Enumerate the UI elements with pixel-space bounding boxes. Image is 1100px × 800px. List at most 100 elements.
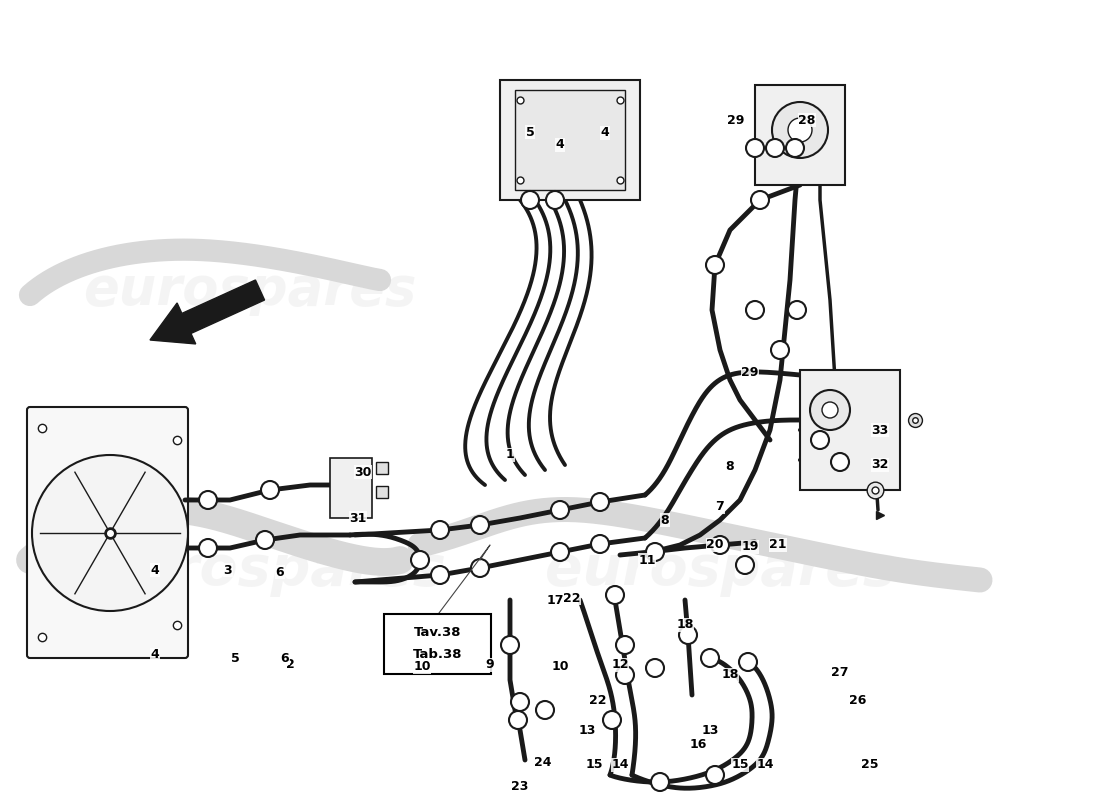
Text: 29: 29 [741, 366, 759, 378]
FancyBboxPatch shape [28, 407, 188, 658]
Text: eurospares: eurospares [544, 543, 895, 597]
Circle shape [199, 491, 217, 509]
Text: 16: 16 [690, 738, 706, 751]
Text: 4: 4 [151, 563, 160, 577]
Text: 6: 6 [280, 651, 289, 665]
Bar [800, 370, 900, 490]
Text: 20: 20 [706, 538, 724, 551]
Text: 4: 4 [151, 649, 160, 662]
Text: 24: 24 [535, 755, 552, 769]
Text: Tab.38: Tab.38 [412, 649, 462, 662]
Text: 1: 1 [506, 449, 515, 462]
Circle shape [706, 766, 724, 784]
Circle shape [830, 453, 849, 471]
Bar [755, 85, 845, 185]
Circle shape [679, 626, 697, 644]
Circle shape [766, 139, 784, 157]
Circle shape [811, 431, 829, 449]
Text: 7: 7 [716, 501, 725, 514]
Text: 15: 15 [585, 758, 603, 771]
Circle shape [509, 711, 527, 729]
Circle shape [546, 191, 564, 209]
Circle shape [411, 551, 429, 569]
Circle shape [616, 666, 634, 684]
Text: 10: 10 [551, 661, 569, 674]
Circle shape [521, 191, 539, 209]
Bar [515, 90, 625, 190]
Circle shape [32, 455, 188, 611]
Text: 13: 13 [702, 723, 718, 737]
Text: 9: 9 [486, 658, 494, 671]
Text: 3: 3 [223, 563, 232, 577]
Text: 14: 14 [757, 758, 773, 771]
Text: 8: 8 [661, 514, 669, 526]
Text: 8: 8 [726, 461, 735, 474]
Circle shape [788, 301, 806, 319]
Text: 31: 31 [350, 511, 366, 525]
Text: 32: 32 [871, 458, 889, 471]
Text: 13: 13 [579, 723, 596, 737]
Circle shape [822, 402, 838, 418]
Circle shape [746, 139, 764, 157]
Circle shape [536, 701, 554, 719]
Circle shape [606, 586, 624, 604]
Text: 22: 22 [590, 694, 607, 706]
Text: 4: 4 [601, 126, 609, 139]
FancyArrow shape [150, 280, 265, 344]
Text: 10: 10 [414, 661, 431, 674]
Text: 28: 28 [799, 114, 816, 126]
Circle shape [739, 653, 757, 671]
Circle shape [471, 516, 490, 534]
Text: 15: 15 [732, 758, 749, 771]
Text: 5: 5 [231, 651, 240, 665]
Circle shape [500, 636, 519, 654]
Circle shape [261, 481, 279, 499]
Circle shape [431, 521, 449, 539]
Circle shape [256, 531, 274, 549]
Circle shape [736, 556, 754, 574]
Text: 29: 29 [727, 114, 745, 126]
Text: 6: 6 [276, 566, 284, 578]
Text: 12: 12 [612, 658, 629, 671]
Circle shape [603, 711, 622, 729]
Circle shape [551, 543, 569, 561]
Circle shape [431, 566, 449, 584]
Circle shape [512, 693, 529, 711]
Text: eurospares: eurospares [95, 543, 446, 597]
Circle shape [772, 102, 828, 158]
Circle shape [471, 559, 490, 577]
Circle shape [786, 139, 804, 157]
Bar [500, 80, 640, 200]
Bar [330, 458, 372, 518]
Text: eurospares: eurospares [84, 264, 417, 316]
Text: 30: 30 [354, 466, 372, 478]
Text: 26: 26 [849, 694, 867, 706]
Text: 27: 27 [832, 666, 849, 678]
Circle shape [199, 539, 217, 557]
Circle shape [701, 649, 719, 667]
Text: 11: 11 [638, 554, 656, 566]
Circle shape [591, 535, 609, 553]
Text: 5: 5 [526, 126, 535, 138]
Text: 17: 17 [547, 594, 563, 606]
Circle shape [788, 118, 812, 142]
Circle shape [810, 390, 850, 430]
Circle shape [551, 501, 569, 519]
Circle shape [616, 636, 634, 654]
Circle shape [751, 191, 769, 209]
Circle shape [771, 341, 789, 359]
Text: 23: 23 [512, 781, 529, 794]
FancyBboxPatch shape [384, 614, 491, 674]
Text: 18: 18 [676, 618, 694, 631]
Text: 14: 14 [612, 758, 629, 771]
Circle shape [646, 659, 664, 677]
Text: 33: 33 [871, 423, 889, 437]
Text: 4: 4 [556, 138, 564, 151]
Text: Tav.38: Tav.38 [414, 626, 461, 639]
Text: 19: 19 [741, 541, 759, 554]
Text: 22: 22 [563, 591, 581, 605]
Circle shape [706, 256, 724, 274]
Text: 2: 2 [286, 658, 295, 671]
Text: 25: 25 [861, 758, 879, 771]
Circle shape [651, 773, 669, 791]
